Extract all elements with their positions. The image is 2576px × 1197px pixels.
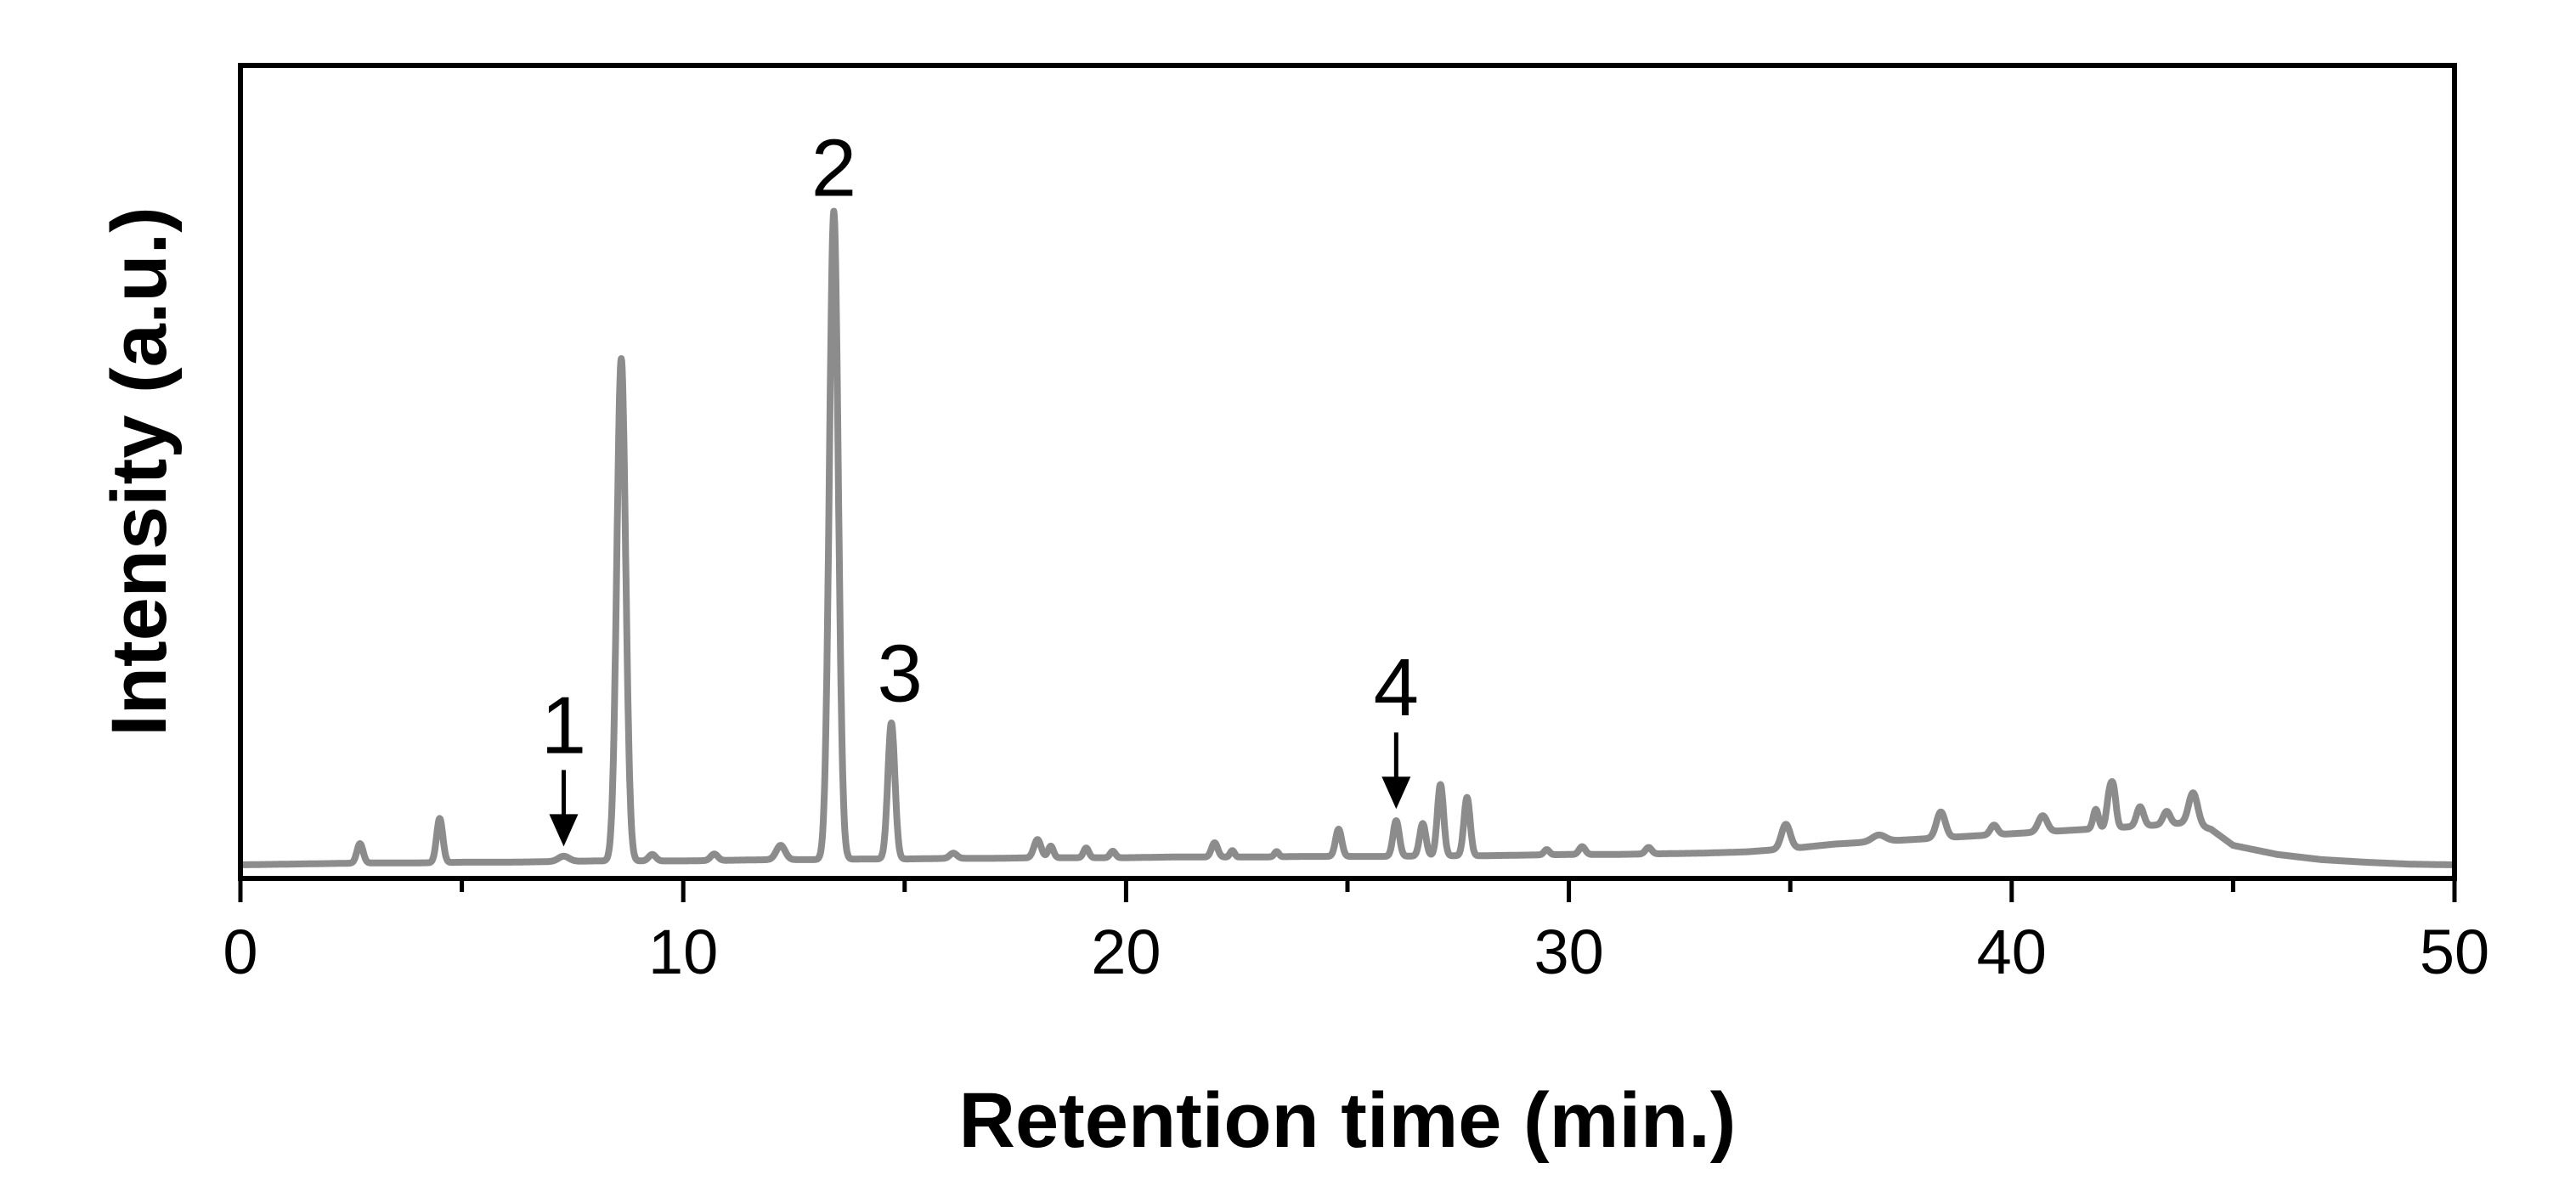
x-axis-ticks: 0 10 20 30 40 50 xyxy=(223,878,2489,987)
x-tick-label-30: 30 xyxy=(1534,917,1603,987)
annotation-arrow-head-4 xyxy=(1381,776,1410,809)
x-tick-label-0: 0 xyxy=(223,917,257,987)
x-axis-label: Retention time (min.) xyxy=(959,1077,1737,1164)
x-tick-label-50: 50 xyxy=(2420,917,2489,987)
annotation-arrow-head-1 xyxy=(549,814,578,846)
peak-label-4: 4 xyxy=(1374,642,1419,733)
y-axis-label: Intensity (a.u.) xyxy=(96,206,183,737)
peak-label-2: 2 xyxy=(811,123,856,214)
peak-annotations: 1 2 3 4 xyxy=(541,123,1419,847)
peak-label-1: 1 xyxy=(541,680,586,771)
x-tick-label-40: 40 xyxy=(1977,917,2047,987)
x-tick-label-20: 20 xyxy=(1091,917,1161,987)
peak-label-3: 3 xyxy=(877,628,922,719)
x-tick-label-10: 10 xyxy=(648,917,718,987)
